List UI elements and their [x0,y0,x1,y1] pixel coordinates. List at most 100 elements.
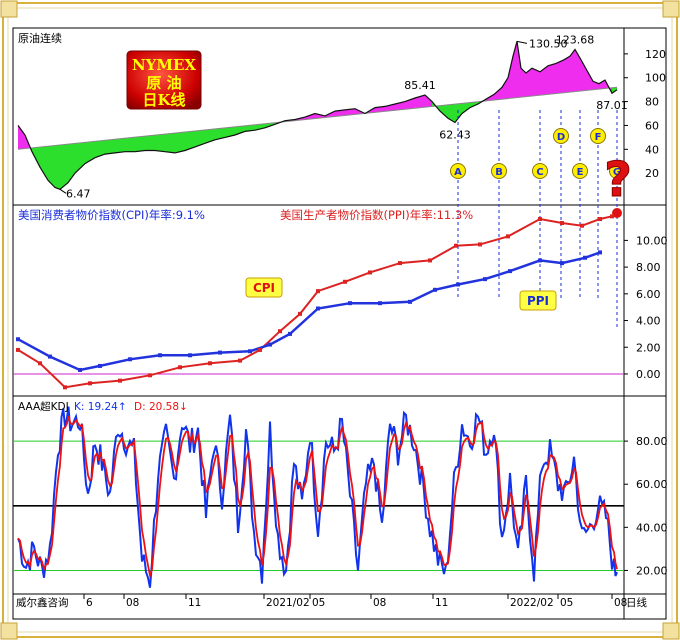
ppi-series-line [17,251,601,372]
ppi-point [188,353,192,358]
question-mark-glyph: ? [604,152,632,208]
marker-label: C [536,167,543,178]
ppi-label: PPI [527,294,549,308]
question-dot [612,208,622,218]
ppi-point [598,250,602,255]
price-fill-segment [48,145,55,188]
nymex-badge: NYMEX 原 油 日K线 [126,50,202,110]
price-fill-segment [521,68,526,98]
price-fill-segment [215,127,225,140]
price-fill-segment [60,144,68,190]
price-fill-segment [526,68,532,97]
inflation-tick-label: 6.00 [636,288,661,301]
marker-label: G [613,167,621,178]
annotation-leader [516,40,528,44]
ppi-point [408,299,412,304]
cpi-point [278,329,282,334]
ppi-point [16,337,20,342]
ppi-point [456,282,460,287]
marker-circle [532,163,548,179]
price-trendline [17,86,618,150]
date-tick-label: 11 [435,597,448,609]
price-fill-segment [40,146,48,181]
event-markers: A B C D E F G [450,128,625,218]
price-fill-segment [508,56,513,99]
inflation-tick-label: 2.00 [636,341,661,354]
cpi-point [118,378,122,383]
cpi-point [610,214,614,219]
cpi-point [454,243,458,248]
price-fill-segment [145,135,155,151]
cpi-point [538,217,542,222]
cpi-point [428,258,432,263]
price-annotation: 6.47 [66,187,91,200]
cpi-point [238,358,242,363]
price-fill-segment [581,59,587,91]
cpi-point [16,347,20,352]
price-fill-segment [494,87,502,101]
price-tick-label: 100 [645,72,666,85]
date-axis-ticks: 6 08 11 2021/02 05 08 11 2022/02 05 08 [83,594,627,609]
price-fill-segment [18,125,25,150]
ppi-point [158,353,162,358]
cpi-point [398,261,402,266]
date-tick-label: 08 [373,597,386,609]
kdj-title: AAA超KDJ K: 19.24↑ D: 20.58↓ [18,400,188,413]
price-y-ticks: 120 100 80 60 40 20 [624,48,666,180]
price-fill-segment [440,104,448,119]
ppi-point [378,301,382,306]
ppi-point [288,331,292,336]
price-annotation: 87.01 [596,99,628,112]
price-fill-segment [415,95,425,109]
kdj-tick-label: 40.00 [636,521,668,534]
footer-brand: 威尔鑫咨询 [16,596,69,609]
date-tick-label: 05 [560,597,573,609]
cpi-point [258,347,262,352]
cpi-point [506,234,510,239]
d-series-line [17,415,618,579]
price-fill-segment [115,138,125,153]
badge-line-1: NYMEX [132,56,196,74]
price-fill-segment [575,49,581,92]
inflation-tick-label: 4.00 [636,315,661,328]
kdj-d-value: D: 20.58↓ [134,401,188,413]
ppi-point [218,350,222,355]
price-fill-segment [55,144,60,190]
inflation-panel: 10.00 8.00 6.00 4.00 2.00 0.00 [13,214,668,390]
annotation-leader [59,188,67,194]
kdj-y-ticks: 80.00 60.00 40.00 20.00 [624,435,668,577]
cpi-point [580,223,584,228]
ppi-point [268,342,272,347]
price-fill-segment [205,128,215,144]
marker-circle [609,163,625,179]
price-fill-segment [125,137,135,152]
price-fill-segment [425,95,432,108]
cpi-label: CPI [253,281,275,295]
price-series-line [17,41,618,190]
plot-border [12,27,667,620]
ppi-point [128,357,132,362]
ppi-title: 美国生产者物价指数(PPI)年率:11.3% [280,208,473,222]
cpi-point [88,381,92,386]
cpi-point [316,289,320,294]
ppi-point [560,261,564,266]
badge-line-2: 原 油 [146,74,181,92]
price-fill-segment [85,141,95,164]
date-tick-label: 6 [86,597,93,609]
ppi-point [248,349,252,354]
ppi-point [48,354,52,359]
footer-period: 日线 [626,596,647,609]
kdj-tick-label: 20.00 [636,564,668,577]
price-fill-segment [235,125,245,135]
cpi-point [208,361,212,366]
marker-label: B [495,167,503,178]
price-fill-layer [18,41,617,190]
date-tick-label: 11 [188,597,201,609]
inner-frame [7,7,673,633]
price-fill-segment [502,77,508,100]
inflation-y-ticks: 10.00 8.00 6.00 4.00 2.00 0.00 [624,234,668,381]
price-fill-segment [517,41,521,98]
